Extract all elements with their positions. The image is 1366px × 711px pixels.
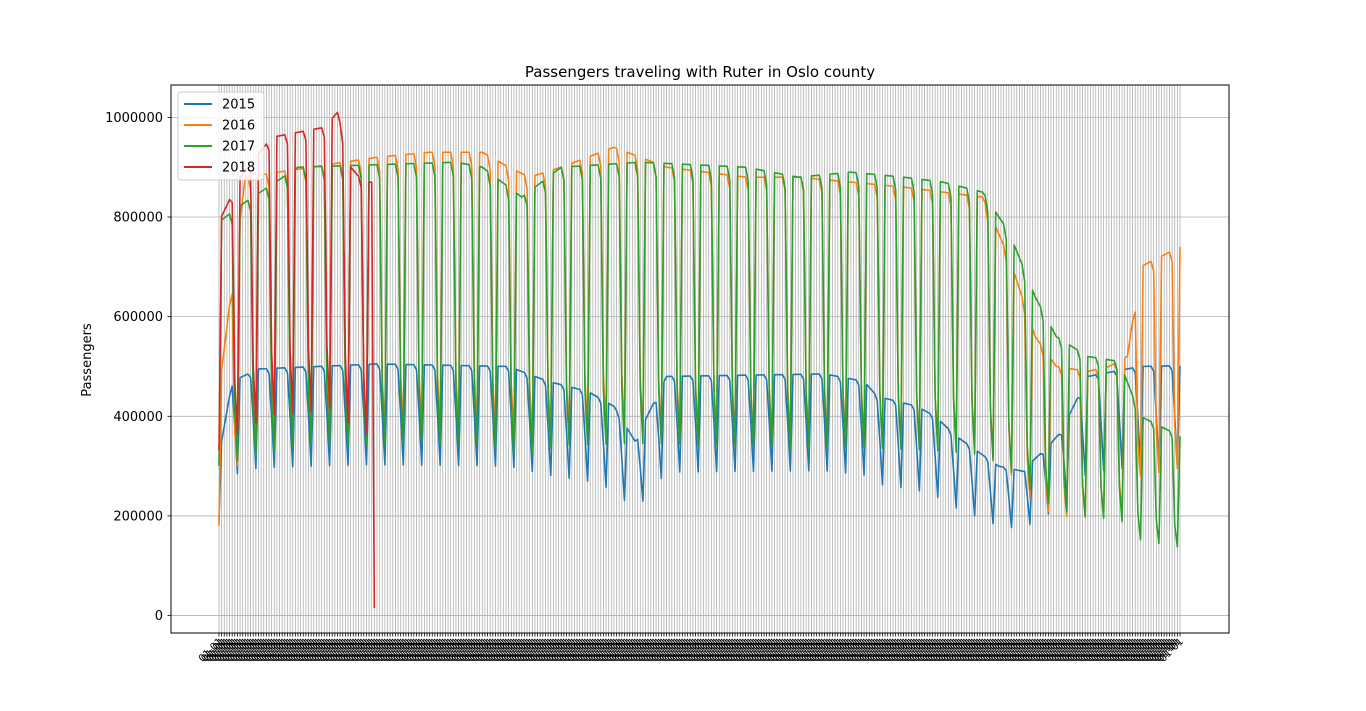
chart-title: Passengers traveling with Ruter in Oslo … [525,63,875,81]
y-axis-label: Passengers [80,323,95,397]
legend-label-2015: 2015 [222,98,255,113]
y-tick-label: 600000 [113,310,163,325]
axes-frame [170,84,1230,634]
y-tick-label: 200000 [113,509,163,524]
plot-area [170,84,1230,634]
y-axis: 0 200000 400000 600000 800000 1000000 [105,111,171,624]
series-line-2015 [218,363,1181,529]
legend-label-2016: 2016 [222,119,255,134]
x-axis: 01-0101-0101-0101-0101-0101-0101-0101-01… [197,633,1186,665]
legend-box [177,91,265,181]
y-tick-label: 400000 [113,410,163,425]
y-tick-label: 1000000 [105,111,163,126]
y-tick-label: 0 [155,609,163,624]
legend-label-2018: 2018 [222,161,255,176]
legend-label-2017: 2017 [222,140,255,155]
series-layer [218,111,1181,609]
y-tick-label: 800000 [113,211,163,226]
legend: 2015 2016 2017 2018 [177,91,265,181]
series-line-2017 [218,161,1181,548]
